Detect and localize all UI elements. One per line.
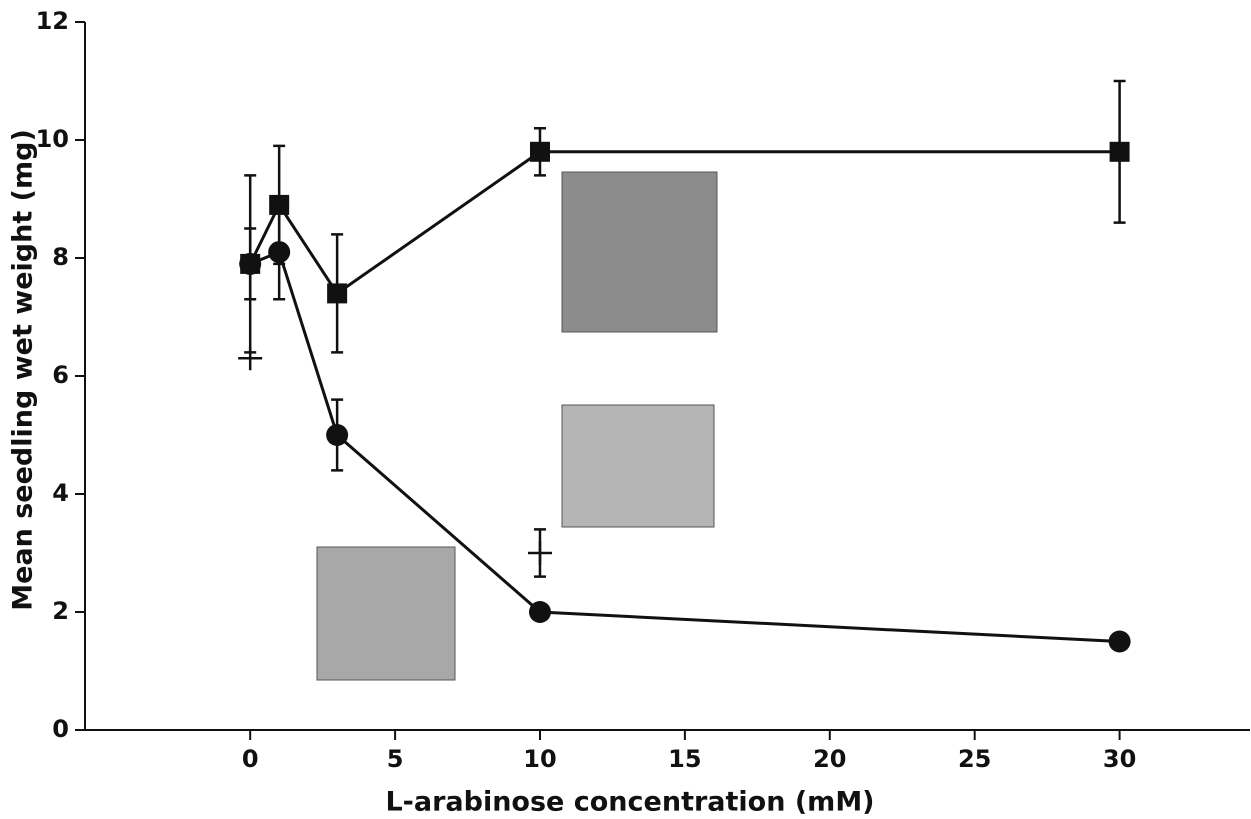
inset-photo xyxy=(561,171,718,333)
y-tick-label: 0 xyxy=(52,715,69,743)
circle-marker xyxy=(1108,630,1131,653)
x-tick-label: 10 xyxy=(523,745,556,773)
circle-marker xyxy=(239,252,262,275)
x-tick-label: 25 xyxy=(958,745,991,773)
x-tick-label: 30 xyxy=(1103,745,1136,773)
x-tick-label: 15 xyxy=(668,745,701,773)
circle-marker xyxy=(528,601,551,623)
x-tick-label: 0 xyxy=(242,745,259,773)
square-marker xyxy=(1109,141,1130,162)
x-tick-label: 20 xyxy=(813,745,846,773)
x-tick-label: 5 xyxy=(387,745,404,773)
inset-photo xyxy=(561,404,715,528)
y-tick-label: 4 xyxy=(52,479,69,507)
y-tick-label: 6 xyxy=(52,361,69,389)
y-tick-label: 2 xyxy=(52,597,69,625)
x-axis-title: L-arabinose concentration (mM) xyxy=(385,787,874,818)
y-tick-label: 8 xyxy=(52,243,69,271)
circle-marker xyxy=(268,241,291,264)
square-marker xyxy=(327,283,348,304)
inset-photo xyxy=(316,546,456,681)
y-tick-label: 12 xyxy=(36,7,69,35)
circle-marker xyxy=(326,424,349,446)
plus-marker xyxy=(527,541,552,565)
square-marker xyxy=(529,141,550,162)
y-axis-title: Mean seedling wet weight (mg) xyxy=(8,129,39,611)
plus-marker xyxy=(238,346,263,371)
y-tick-label: 10 xyxy=(36,125,69,153)
